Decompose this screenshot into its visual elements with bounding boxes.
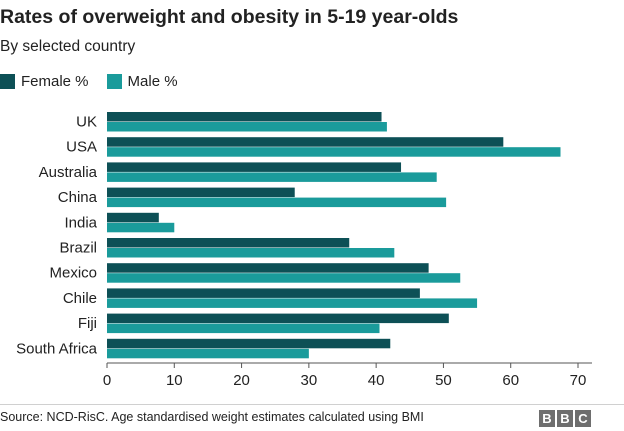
- category-label: UK: [76, 114, 97, 131]
- x-tick-label: 0: [103, 372, 111, 389]
- bar-male: [107, 248, 395, 258]
- x-tick-label: 40: [368, 372, 385, 389]
- x-tick-label: 60: [502, 372, 519, 389]
- legend-item-male: Male %: [106, 73, 178, 90]
- category-label: Mexico: [49, 265, 97, 282]
- bar-chart: UK USA Australia China India Brazil Mexico Chil…: [16, 112, 592, 389]
- bar-male: [107, 323, 380, 334]
- bar-female: [107, 212, 159, 223]
- legend-label-male: Male %: [127, 73, 178, 90]
- bar-female: [107, 338, 391, 349]
- bar-female: [107, 263, 429, 273]
- x-tick-label: 50: [435, 372, 452, 389]
- bar-male: [107, 298, 478, 308]
- category-label: Australia: [39, 164, 98, 181]
- legend-label-female: Female %: [21, 73, 89, 90]
- bar-male: [107, 147, 561, 157]
- bar-male: [107, 172, 437, 182]
- category-label: China: [58, 189, 98, 206]
- x-tick-label: 70: [570, 372, 587, 389]
- bar-male: [107, 222, 175, 233]
- category-label: Fiji: [78, 315, 97, 332]
- bbc-logo-letter: B: [539, 410, 555, 427]
- x-tick-label: 10: [166, 372, 183, 389]
- category-label: USA: [66, 139, 97, 156]
- x-tick-label: 30: [301, 372, 318, 389]
- chart-title: Rates of overweight and obesity in 5-19 …: [0, 6, 459, 28]
- category-label: India: [64, 214, 97, 231]
- category-label: South Africa: [16, 340, 98, 357]
- x-tick-label: 20: [233, 372, 250, 389]
- category-label: Brazil: [59, 240, 97, 257]
- legend-swatch-male: [106, 74, 122, 89]
- chart-subtitle: By selected country: [0, 38, 136, 55]
- footer-divider: [0, 404, 624, 405]
- bar-female: [107, 162, 402, 172]
- bar-female: [107, 112, 382, 122]
- bar-female: [107, 137, 504, 147]
- source-note: Source: NCD-RisC. Age standardised weigh…: [0, 410, 424, 424]
- bar-female: [107, 238, 350, 248]
- legend-swatch-female: [0, 74, 15, 89]
- bar-female: [107, 313, 449, 324]
- bbc-logo-letter: C: [575, 410, 591, 427]
- bar-female: [107, 187, 295, 198]
- bar-male: [107, 197, 447, 208]
- bar-male: [107, 122, 387, 132]
- chart-legend: Female % Male %: [0, 73, 196, 90]
- category-label: Chile: [63, 290, 97, 307]
- bbc-logo-letter: B: [557, 410, 573, 427]
- legend-item-female: Female %: [0, 73, 89, 90]
- bar-male: [107, 348, 309, 359]
- bbc-logo: B B C: [537, 410, 591, 427]
- bar-male: [107, 273, 461, 283]
- bar-female: [107, 288, 420, 298]
